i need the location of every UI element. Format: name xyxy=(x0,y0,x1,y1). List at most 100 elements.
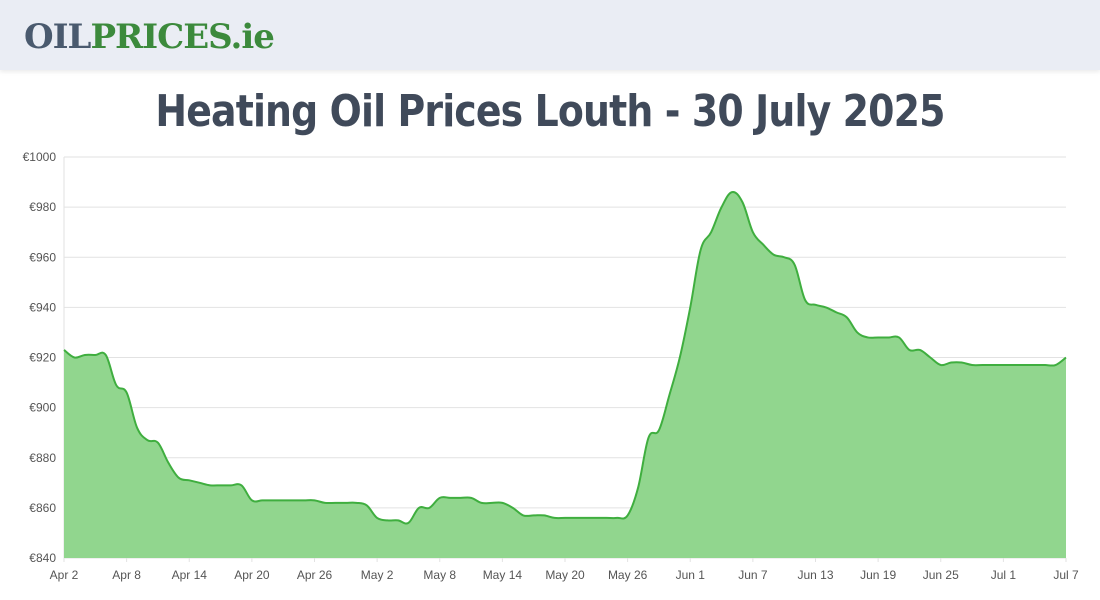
data-point[interactable] xyxy=(792,262,798,268)
data-point[interactable] xyxy=(666,392,672,398)
data-point[interactable] xyxy=(197,480,203,486)
data-point[interactable] xyxy=(562,515,568,521)
data-point[interactable] xyxy=(249,497,255,503)
data-point[interactable] xyxy=(698,247,704,253)
data-point[interactable] xyxy=(374,515,380,521)
site-logo[interactable]: OILPRICES.ie xyxy=(24,17,275,57)
data-point[interactable] xyxy=(959,360,965,366)
data-point[interactable] xyxy=(92,352,98,358)
data-point[interactable] xyxy=(437,495,443,501)
data-point[interactable] xyxy=(165,460,171,466)
data-point[interactable] xyxy=(343,500,349,506)
data-point[interactable] xyxy=(395,517,401,523)
data-point[interactable] xyxy=(552,515,558,521)
logo-oil-text: OIL xyxy=(24,17,91,57)
data-point[interactable] xyxy=(82,352,88,358)
data-point[interactable] xyxy=(426,505,432,511)
data-point[interactable] xyxy=(405,520,411,526)
data-point[interactable] xyxy=(572,515,578,521)
data-point[interactable] xyxy=(614,515,620,521)
data-point[interactable] xyxy=(218,482,224,488)
data-point[interactable] xyxy=(468,495,474,501)
data-point[interactable] xyxy=(583,515,589,521)
data-point[interactable] xyxy=(813,302,819,308)
data-point[interactable] xyxy=(291,497,297,503)
data-point[interactable] xyxy=(541,512,547,518)
data-point[interactable] xyxy=(854,329,860,335)
data-point[interactable] xyxy=(259,497,265,503)
data-point[interactable] xyxy=(771,252,777,258)
data-point[interactable] xyxy=(531,512,537,518)
data-point[interactable] xyxy=(927,355,933,361)
data-point[interactable] xyxy=(760,242,766,248)
data-point[interactable] xyxy=(990,362,996,368)
data-point[interactable] xyxy=(865,334,871,340)
data-point[interactable] xyxy=(833,309,839,315)
data-point[interactable] xyxy=(113,382,119,388)
y-axis: €840 €860 €880 €900 €920 €940 €960 €980 €1000 xyxy=(23,150,57,565)
data-point[interactable] xyxy=(280,497,286,503)
data-point[interactable] xyxy=(238,482,244,488)
data-point[interactable] xyxy=(656,427,662,433)
data-point[interactable] xyxy=(980,362,986,368)
data-point[interactable] xyxy=(1032,362,1038,368)
data-point[interactable] xyxy=(708,229,714,235)
data-point[interactable] xyxy=(604,515,610,521)
data-point[interactable] xyxy=(969,362,975,368)
data-point[interactable] xyxy=(353,500,359,506)
data-point[interactable] xyxy=(906,347,912,353)
data-point[interactable] xyxy=(312,497,318,503)
data-point[interactable] xyxy=(479,500,485,506)
data-point[interactable] xyxy=(176,475,182,481)
data-point[interactable] xyxy=(228,482,234,488)
data-point[interactable] xyxy=(447,495,453,501)
data-point[interactable] xyxy=(499,500,505,506)
data-point[interactable] xyxy=(625,512,631,518)
data-point[interactable] xyxy=(1063,355,1069,361)
data-point[interactable] xyxy=(719,204,725,210)
data-point[interactable] xyxy=(510,505,516,511)
data-point[interactable] xyxy=(729,189,735,195)
data-point[interactable] xyxy=(823,304,829,310)
data-point[interactable] xyxy=(781,254,787,260)
data-point[interactable] xyxy=(917,347,923,353)
data-point[interactable] xyxy=(802,297,808,303)
data-point[interactable] xyxy=(416,505,422,511)
data-point[interactable] xyxy=(385,517,391,523)
data-point[interactable] xyxy=(646,435,652,441)
data-point[interactable] xyxy=(1011,362,1017,368)
data-point[interactable] xyxy=(739,199,745,205)
data-point[interactable] xyxy=(71,355,77,361)
data-point[interactable] xyxy=(332,500,338,506)
data-point[interactable] xyxy=(145,437,151,443)
data-point[interactable] xyxy=(938,362,944,368)
data-point[interactable] xyxy=(896,334,902,340)
data-point[interactable] xyxy=(322,500,328,506)
data-point[interactable] xyxy=(364,502,370,508)
data-point[interactable] xyxy=(207,482,213,488)
data-point[interactable] xyxy=(520,512,526,518)
data-point[interactable] xyxy=(124,390,130,396)
data-point[interactable] xyxy=(886,334,892,340)
data-point[interactable] xyxy=(186,477,192,483)
data-point[interactable] xyxy=(458,495,464,501)
data-point[interactable] xyxy=(1000,362,1006,368)
data-point[interactable] xyxy=(103,352,109,358)
data-point[interactable] xyxy=(155,440,161,446)
data-point[interactable] xyxy=(635,485,641,491)
data-point[interactable] xyxy=(593,515,599,521)
data-point[interactable] xyxy=(750,229,756,235)
data-point[interactable] xyxy=(948,360,954,366)
data-point[interactable] xyxy=(844,314,850,320)
data-point[interactable] xyxy=(1021,362,1027,368)
data-point[interactable] xyxy=(1053,362,1059,368)
data-point[interactable] xyxy=(134,425,140,431)
data-point[interactable] xyxy=(687,304,693,310)
data-point[interactable] xyxy=(875,334,881,340)
data-point[interactable] xyxy=(270,497,276,503)
data-point[interactable] xyxy=(489,500,495,506)
data-point[interactable] xyxy=(61,347,67,353)
data-point[interactable] xyxy=(677,355,683,361)
data-point[interactable] xyxy=(1042,362,1048,368)
data-point[interactable] xyxy=(301,497,307,503)
